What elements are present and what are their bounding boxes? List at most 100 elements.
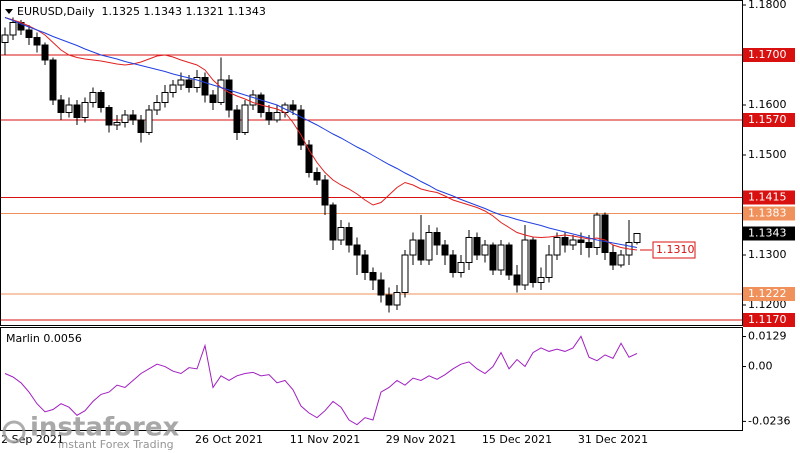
candle-body (1, 34, 9, 43)
level-tag (743, 48, 795, 62)
x-tick-label: 26 Oct 2021 (195, 433, 263, 446)
candle-body (361, 254, 369, 273)
candle-body (313, 172, 321, 181)
candle-body (41, 44, 49, 61)
candle-body (105, 107, 113, 126)
y-tick-label: 1.1300 (748, 248, 787, 261)
level-label: 1.1415 (748, 191, 787, 204)
candle-body (89, 92, 97, 103)
candle-body (9, 22, 17, 36)
candle-body (601, 214, 609, 253)
candle-body (33, 37, 41, 46)
last-price-tag (743, 226, 795, 241)
candle-body (545, 254, 553, 278)
candle-body (425, 232, 433, 261)
chart-title: EURUSD,Daily 1.1325 1.1343 1.1321 1.1343 (17, 5, 266, 18)
candle-body (353, 244, 361, 256)
level-tag (743, 287, 795, 301)
candle-body (169, 84, 177, 93)
y-tick-label: 1.1800 (748, 0, 787, 11)
candle-body (241, 104, 249, 133)
candle-body (401, 254, 409, 293)
candle-body (409, 239, 417, 256)
level-tag (743, 113, 795, 127)
candle-body (145, 109, 153, 133)
candle-body (585, 242, 593, 248)
candle-body (473, 237, 481, 256)
annotation-label: 1.1310 (656, 243, 695, 256)
x-tick-label: 29 Nov 2021 (386, 433, 456, 446)
candle-body (377, 279, 385, 296)
level-label: 1.1570 (748, 113, 787, 126)
candle-body (113, 122, 121, 126)
candle-body (417, 239, 425, 261)
x-tick-label: 31 Dec 2021 (578, 433, 648, 446)
candle-body (225, 79, 233, 111)
candle-body (289, 104, 297, 111)
x-tick-label: 11 Nov 2021 (290, 433, 360, 446)
candle-body (521, 239, 529, 286)
candle-body (193, 77, 201, 88)
candle-body (129, 114, 137, 121)
y-tick-label: 0.0129 (748, 330, 787, 343)
candle-body (329, 204, 337, 241)
candle-body (97, 92, 105, 108)
ma-line (4, 17, 638, 251)
indicator-pane (0, 327, 743, 431)
candle-body (457, 262, 465, 273)
logo-name: instaforex (30, 413, 180, 443)
candle-body (81, 102, 89, 118)
candle-body (217, 79, 225, 103)
candle-body (233, 109, 241, 133)
candle-body (137, 119, 145, 133)
candle-body (569, 239, 577, 246)
level-label: 1.1383 (748, 207, 787, 220)
candle-body (537, 277, 545, 283)
candle-body (505, 244, 513, 276)
candle-body (25, 29, 33, 38)
y-tick-label: 1.1600 (748, 98, 787, 111)
candle-body (433, 232, 441, 246)
candle-body (73, 104, 81, 118)
level-label: 1.1222 (748, 287, 787, 300)
candle-body (201, 77, 209, 96)
candle-body (617, 254, 625, 266)
candle-body (297, 109, 305, 146)
candle-body (65, 104, 73, 113)
candle-body (121, 114, 129, 123)
y-tick-label: -0.0236 (748, 414, 790, 427)
candle-body (481, 244, 489, 256)
ma-line (4, 17, 638, 248)
candle-body (497, 244, 505, 271)
candle-body (633, 233, 641, 243)
candle-body (393, 292, 401, 306)
candle-body (49, 59, 57, 101)
candle-body (177, 79, 185, 86)
candle-body (529, 239, 537, 283)
candle-body (337, 227, 345, 241)
candle-body (273, 112, 281, 121)
last-price-label: 1.1343 (748, 227, 787, 240)
level-tag (743, 206, 795, 221)
annotation-box (652, 241, 696, 259)
candle-body (369, 272, 377, 281)
level-label: 1.1700 (748, 48, 787, 61)
indicator-title: Marlin 0.0056 (6, 332, 82, 345)
candle-body (593, 214, 601, 248)
logo-tagline: Instant Forex Trading (58, 438, 174, 451)
candle-body (609, 252, 617, 266)
candle-body (345, 227, 353, 246)
candle-body (441, 244, 449, 256)
candle-body (209, 94, 217, 103)
candle-body (185, 79, 193, 88)
level-tag (743, 313, 795, 327)
candle-body (153, 102, 161, 111)
candle-body (305, 144, 313, 173)
candle-body (577, 239, 585, 243)
y-tick-label: 0.00 (748, 360, 773, 373)
level-label: 1.1170 (748, 313, 787, 326)
candle-body (449, 254, 457, 273)
candle-body (489, 244, 497, 271)
